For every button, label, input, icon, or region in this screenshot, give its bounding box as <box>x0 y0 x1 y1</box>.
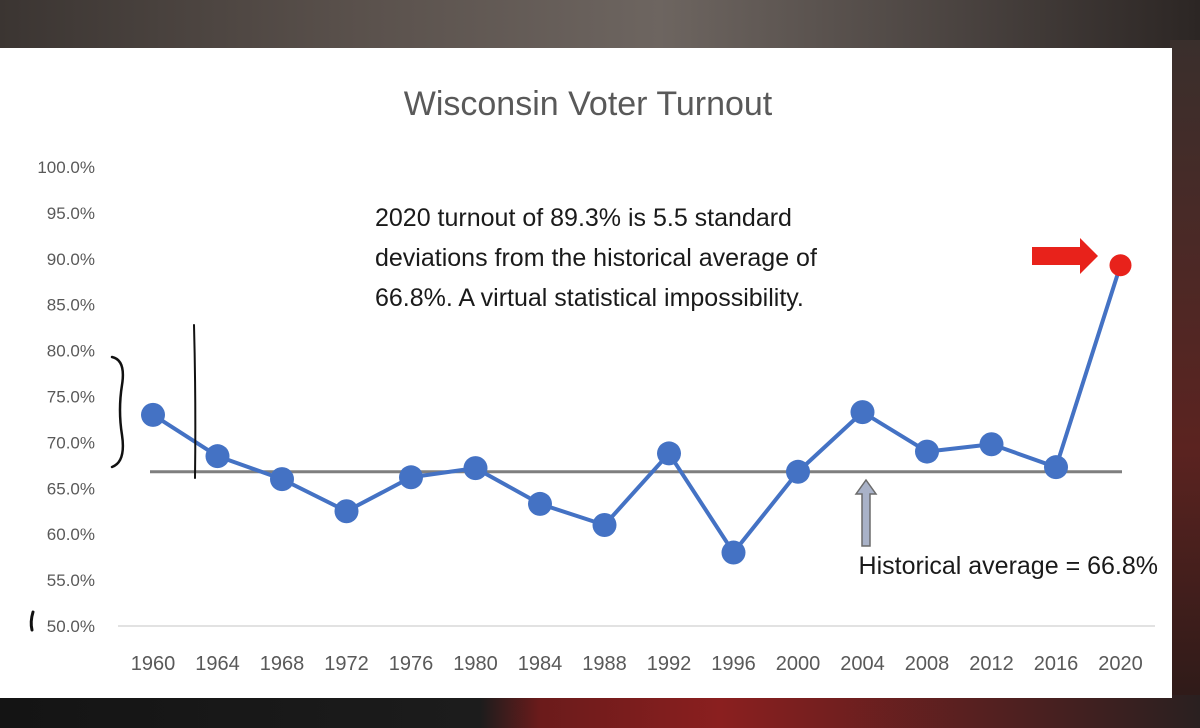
chart-title: Wisconsin Voter Turnout <box>404 85 773 123</box>
annotation-line-1: 2020 turnout of 89.3% is 5.5 standard <box>375 204 792 232</box>
y-axis-ticks: 100.0% 95.0% 90.0% 85.0% 80.0% 75.0% 70.0% 65.0… <box>37 158 95 636</box>
x-tick-label: 1960 <box>131 653 176 675</box>
turnout-series-line <box>151 264 1123 555</box>
annotation-line-3: 66.8%. A virtual statistical impossibili… <box>375 284 804 312</box>
y-tick-label: 80.0% <box>47 342 95 361</box>
data-point <box>141 402 165 427</box>
x-tick-label: 1988 <box>582 653 627 675</box>
x-axis-ticks: 1960 1964 1968 1972 1976 1980 1984 1988 1992 1996… <box>131 653 1143 675</box>
data-point <box>334 499 359 524</box>
background-bottom <box>0 695 1200 728</box>
data-point <box>915 439 939 464</box>
data-point <box>1044 455 1068 480</box>
y-tick-label: 90.0% <box>47 250 95 269</box>
x-tick-label: 2012 <box>969 653 1014 675</box>
y-tick-label: 100.0% <box>37 158 95 177</box>
y-tick-label: 70.0% <box>47 433 95 452</box>
y-tick-label: 60.0% <box>47 525 95 544</box>
highlight-point-2020 <box>1109 254 1132 277</box>
y-tick-label: 65.0% <box>47 479 95 498</box>
right-arrow-icon <box>1032 238 1098 274</box>
x-tick-label: 1992 <box>647 653 692 675</box>
handwritten-vertical-line-mark <box>193 324 197 479</box>
y-tick-label: 55.0% <box>47 571 95 590</box>
data-point <box>270 467 294 492</box>
data-point <box>528 491 552 516</box>
data-point <box>786 459 810 484</box>
x-tick-label: 2016 <box>1034 653 1079 675</box>
historical-average-label: Historical average = 66.8% <box>859 552 1158 580</box>
x-tick-label: 1980 <box>453 653 498 675</box>
y-tick-label: 85.0% <box>47 296 95 315</box>
data-point <box>850 400 875 425</box>
handwritten-bracket-mark <box>110 355 125 469</box>
data-point <box>721 540 746 565</box>
annotation-text: 2020 turnout of 89.3% is 5.5 standard de… <box>375 204 817 312</box>
data-point <box>399 465 423 490</box>
x-tick-label: 2000 <box>776 653 821 675</box>
turnout-points <box>141 254 1132 565</box>
y-tick-label: 50.0% <box>47 617 95 636</box>
data-point <box>657 441 681 466</box>
x-tick-label: 2020 <box>1098 653 1143 675</box>
background-right <box>1170 40 1200 720</box>
x-tick-label: 2004 <box>840 653 885 675</box>
x-tick-label: 1996 <box>711 653 756 675</box>
x-tick-label: 1976 <box>389 653 434 675</box>
background-top <box>0 0 1200 52</box>
up-arrow-icon <box>854 478 878 547</box>
data-point <box>205 444 230 469</box>
y-tick-label: 95.0% <box>47 204 95 223</box>
handwritten-tick-mark <box>29 610 35 632</box>
x-tick-label: 1972 <box>324 653 369 675</box>
y-tick-label: 75.0% <box>47 388 95 407</box>
data-point <box>463 456 488 481</box>
data-point <box>979 432 1004 457</box>
x-tick-label: 1984 <box>518 653 563 675</box>
x-tick-label: 2008 <box>905 653 950 675</box>
x-tick-label: 1968 <box>260 653 305 675</box>
annotation-line-2: deviations from the historical average o… <box>375 244 817 272</box>
x-tick-label: 1964 <box>195 653 240 675</box>
data-point <box>592 513 617 538</box>
